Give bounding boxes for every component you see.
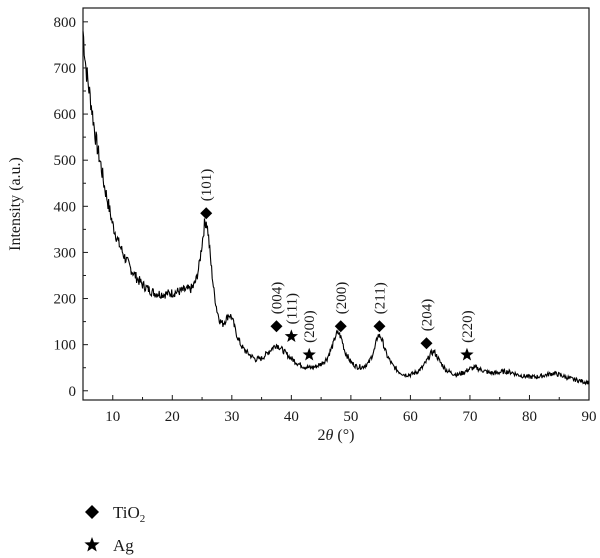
x-tick-label: 50 [343,409,358,425]
series-line [82,31,590,386]
legend-diamond-icon [85,505,99,519]
tio2-diamond-marker [420,337,433,350]
y-tick-label: 500 [54,153,77,169]
y-tick-label: 700 [54,61,77,77]
peak-labels: (101)(004)(111)(200)(200) (211)(204) (220) [199,169,476,343]
x-tick-label: 80 [522,409,537,425]
y-axis-ticks: 0 100 200 300 400 500 600 700 800 [54,15,88,400]
x-tick-label: 90 [582,409,597,425]
y-tick-label: 100 [54,338,77,354]
y-tick-label: 0 [69,384,77,400]
y-tick-label: 800 [54,15,77,31]
y-tick-label: 400 [54,199,77,215]
peak-label: (211) [372,282,388,314]
x-tick-label: 30 [224,409,239,425]
plot-frame [82,7,590,401]
y-axis-title: Intensity (a.u.) [7,157,24,251]
ag-star-marker [302,347,316,361]
peak-label: (204) [419,299,435,332]
peak-label: (004) [269,282,285,315]
legend-star-icon [84,537,100,552]
x-axis-title: 2θ (°) [318,427,355,444]
y-tick-label: 300 [54,245,77,261]
legend-label: TiO2 [113,503,145,525]
peak-label: (101) [199,169,215,202]
x-tick-label: 40 [284,409,299,425]
x-tick-label: 10 [105,409,120,425]
tio2-diamond-marker [270,320,283,333]
tio2-diamond-marker [200,207,213,220]
x-tick-label: 70 [462,409,477,425]
y-tick-label: 600 [54,107,77,123]
x-axis-ticks: 10 20 30 40 50 60 70 80 90 [82,395,597,425]
legend: TiO2 Ag [84,503,145,555]
peak-label: (111) [284,293,300,324]
tio2-diamond-marker [334,320,347,333]
peak-label: (200) [302,310,318,343]
x-tick-label: 20 [165,409,180,425]
peak-label: (200) [334,282,350,315]
ag-star-marker [460,347,474,361]
peak-markers [200,207,474,361]
ag-star-marker [284,329,299,343]
peak-label: (220) [460,310,476,343]
x-tick-label: 60 [403,409,418,425]
plot-area: (101)(004)(111)(200)(200) (211)(204) (220) [82,7,590,401]
y-tick-label: 200 [54,292,77,308]
legend-label: Ag [113,536,134,555]
tio2-diamond-marker [373,320,386,333]
